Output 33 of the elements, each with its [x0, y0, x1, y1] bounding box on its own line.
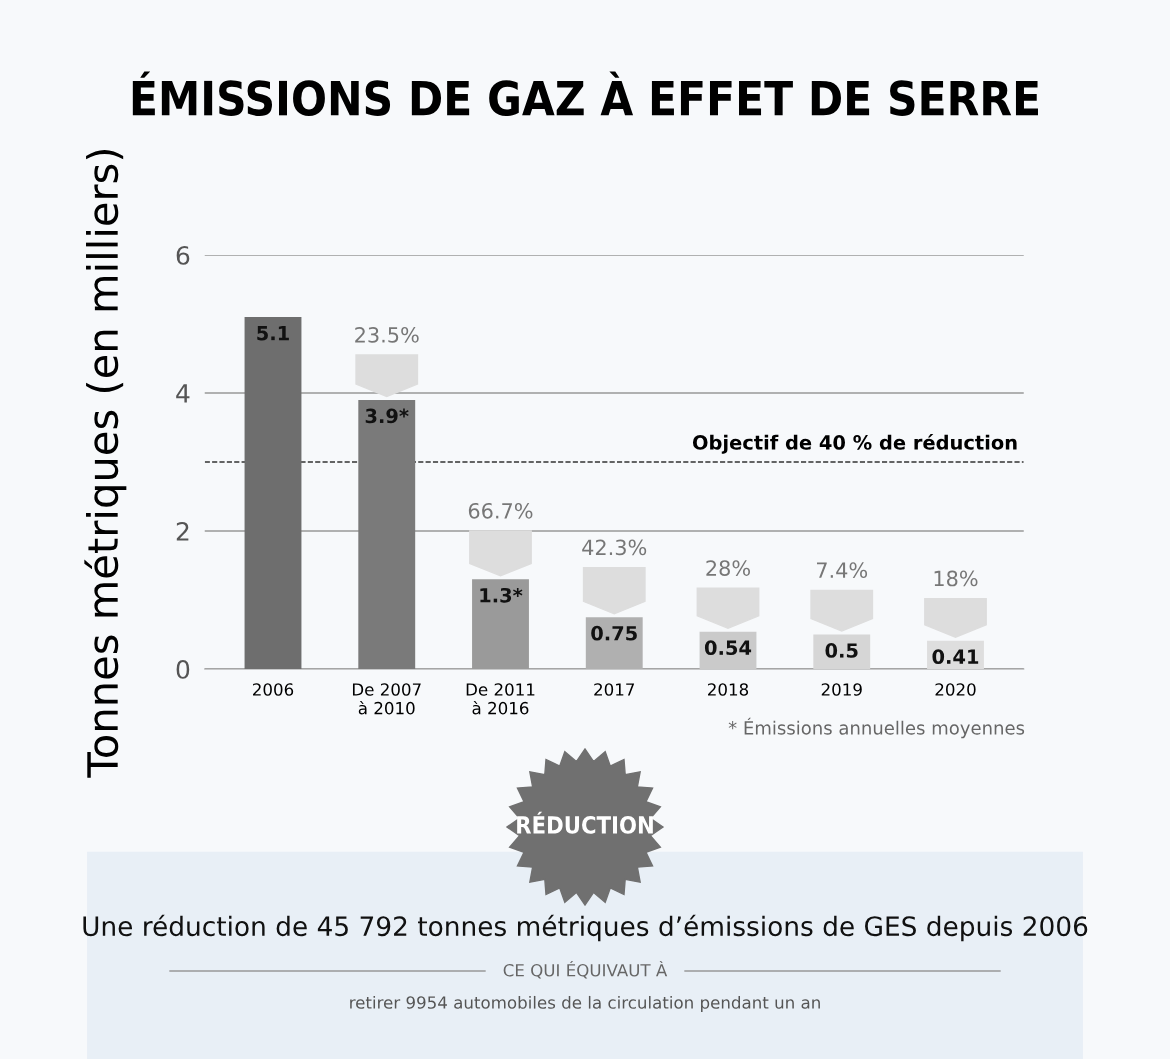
y-tick-label: 6	[176, 245, 190, 265]
data-label: 0.41	[932, 649, 979, 665]
bar	[244, 317, 302, 669]
data-label: 3.9*	[365, 408, 409, 424]
y-tick-label: 0	[176, 659, 190, 679]
data-label: 0.5	[825, 643, 858, 658]
x-tick-label: 2017	[594, 683, 635, 696]
y-tick-label: 4	[176, 384, 190, 403]
y-axis-title: Tonnes métriques (en milliers)	[84, 150, 127, 778]
x-tick-label: 2020	[935, 683, 976, 696]
data-label: 0.75	[591, 625, 637, 641]
y-tick-label: 2	[176, 521, 189, 541]
data-label: 1.3*	[480, 587, 523, 603]
data-label: 5.1	[257, 325, 289, 341]
x-tick-label: De 2007 à 2010	[352, 683, 421, 715]
text: * Émissions annuelles moyennes	[728, 717, 1025, 739]
annotation: 66.7%	[468, 502, 533, 519]
chart-title: ÉMISSIONS DE GAZ À EFFET DE SERRE	[132, 71, 1038, 116]
data-label: 0.54	[704, 640, 752, 656]
text: retirer 9954 automobiles de la circulation pendant un an	[350, 995, 820, 1013]
text: CE QUI ÉQUIVAUT À	[503, 960, 668, 979]
x-tick-label: De 2011 à 2016	[466, 683, 535, 715]
annotation: 42.3%	[582, 539, 647, 556]
text: RÉDUCTION	[517, 811, 653, 834]
annotation: 28%	[706, 560, 750, 576]
x-tick-label: 2018	[708, 683, 749, 696]
annotation: 7.4%	[817, 562, 868, 579]
text: Une réduction de 45 792 tonnes métriques d’émissions de GES depuis 2006	[83, 914, 1088, 942]
x-tick-label: 2006	[253, 683, 294, 696]
ref-line-label: Objectif de 40 % de réduction	[692, 433, 1017, 454]
annotation: 23.5%	[355, 326, 419, 343]
annotation: 18%	[934, 570, 978, 587]
x-tick-label: 2019	[821, 683, 862, 696]
